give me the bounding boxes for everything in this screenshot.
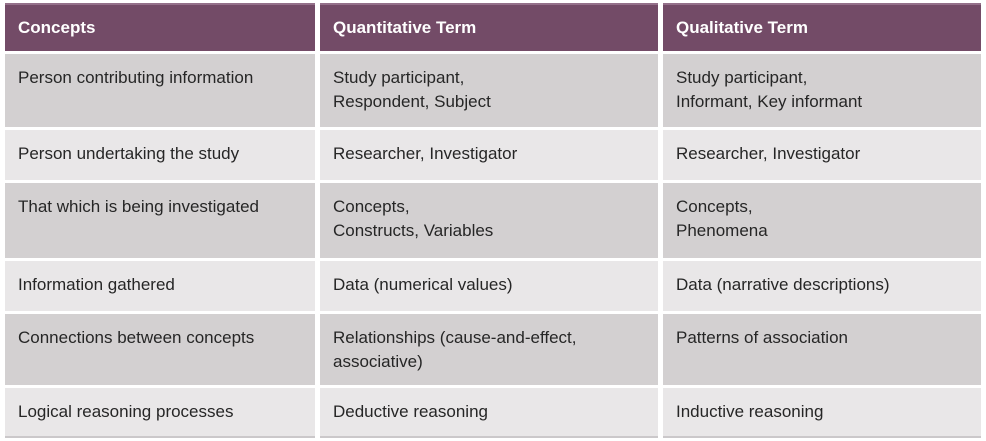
table-cell: Researcher, Investigator — [320, 130, 658, 180]
table-cell: Deductive reasoning — [320, 388, 658, 438]
header-cell-qualitative-term: Qualitative Term — [663, 3, 981, 51]
table-cell: Logical reasoning processes — [5, 388, 315, 438]
table-cell: Relationships (cause-and-effect, associa… — [320, 314, 658, 385]
table-cell: Information gathered — [5, 261, 315, 311]
table-cell: Patterns of association — [663, 314, 981, 385]
header-cell-quantitative-term: Quantitative Term — [320, 3, 658, 51]
table-cell: Study participant, Informant, Key inform… — [663, 54, 981, 127]
table-cell: Connections between concepts — [5, 314, 315, 385]
table-cell: Data (narrative descriptions) — [663, 261, 981, 311]
table-cell: Inductive reasoning — [663, 388, 981, 438]
table-cell: Concepts, Phenomena — [663, 183, 981, 258]
table-cell: Researcher, Investigator — [663, 130, 981, 180]
table-cell: Person contributing information — [5, 54, 315, 127]
table-cell: Study participant, Respondent, Subject — [320, 54, 658, 127]
table-cell: Concepts, Constructs, Variables — [320, 183, 658, 258]
table-cell: Data (numerical values) — [320, 261, 658, 311]
table-cell: Person undertaking the study — [5, 130, 315, 180]
table-cell: That which is being investigated — [5, 183, 315, 258]
header-cell-concepts: Concepts — [5, 3, 315, 51]
